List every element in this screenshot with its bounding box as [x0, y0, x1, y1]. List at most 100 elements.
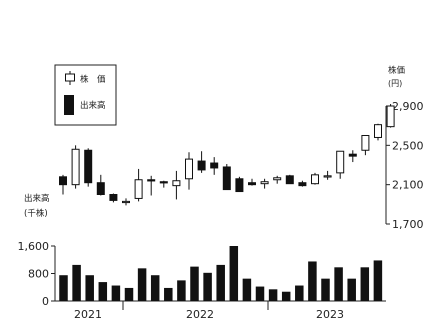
candle-body-down	[235, 178, 244, 193]
volume-bar	[360, 267, 370, 301]
candle	[361, 135, 370, 156]
volume-tick-label: 0	[42, 295, 49, 308]
volume-bar	[373, 260, 383, 301]
price-tick-label: 2,900	[392, 100, 424, 113]
candle	[96, 174, 105, 196]
candle-body-up	[374, 124, 382, 138]
candle-body-down	[109, 194, 118, 201]
candle-body-up	[386, 105, 395, 128]
volume-bar	[334, 267, 343, 301]
volume-bar	[255, 286, 265, 301]
candle	[109, 193, 118, 203]
volume-bar	[59, 275, 68, 301]
legend-volume-label: 出来高	[80, 100, 106, 111]
candle	[386, 104, 395, 128]
volume-bar	[85, 275, 94, 301]
candle-body-down	[248, 182, 256, 186]
volume-bar	[203, 272, 212, 301]
volume-bar	[268, 289, 278, 301]
candle-body-up	[260, 181, 269, 185]
candle-body-down	[96, 182, 105, 195]
candle	[298, 180, 307, 187]
legend-frame	[54, 64, 117, 126]
volume-axis-unit: (千株)	[24, 208, 48, 219]
candle-body-up	[122, 200, 130, 204]
candle-body-down	[298, 182, 307, 187]
candle	[172, 170, 181, 200]
volume-bar	[281, 291, 291, 301]
candle-body-down	[159, 181, 168, 184]
legend-volume-icon	[64, 95, 74, 115]
candle	[235, 176, 244, 193]
volume-bar	[164, 287, 173, 301]
price-axis-title: 株価	[388, 65, 406, 76]
candle-body-up	[336, 150, 345, 174]
volume-bar	[242, 278, 252, 301]
candle	[71, 145, 80, 189]
candle	[260, 178, 269, 189]
candle	[222, 164, 231, 191]
volume-bar	[111, 285, 121, 301]
candle	[273, 175, 282, 184]
candle-body-up	[172, 180, 181, 187]
candle-body-down	[222, 166, 231, 191]
volume-bar	[177, 280, 186, 301]
volume-bar	[295, 285, 304, 301]
volume-tick-label: 1,600	[18, 240, 50, 253]
candle-body-down	[84, 149, 93, 184]
candle	[185, 152, 193, 190]
volume-series	[59, 246, 383, 301]
candle	[323, 170, 332, 180]
candle	[336, 150, 345, 179]
price-tick-label: 1,700	[392, 218, 424, 231]
volume-axis-title: 出来高	[24, 193, 50, 204]
price-axis-unit: (円)	[388, 79, 402, 88]
candlestick-series	[59, 104, 395, 206]
candle	[285, 174, 294, 185]
price-axis: 株価 (円) 2,900 2,500 2,100 1,700	[385, 65, 424, 231]
candle-body-up	[273, 177, 282, 181]
volume-bar	[347, 278, 356, 301]
candle	[84, 148, 93, 187]
candle-body-up	[185, 158, 193, 180]
candle	[197, 151, 206, 173]
legend: 株 価 出来高	[54, 64, 117, 126]
volume-axis: 1,600 800 0	[18, 240, 386, 308]
candle-body-down	[348, 153, 357, 157]
candle-body-down	[147, 179, 156, 182]
candle-body-up	[134, 179, 143, 199]
year-axis: 2021 2022 2023	[74, 301, 344, 321]
candle	[374, 123, 382, 141]
candle-body-down	[210, 162, 219, 169]
candle-body-down	[59, 176, 67, 186]
candle	[311, 172, 319, 185]
year-label: 2022	[186, 308, 214, 321]
legend-price-label: 株 価	[80, 74, 106, 85]
candle-body-up	[71, 148, 80, 186]
candle-body-down	[197, 160, 206, 171]
volume-bar	[150, 275, 160, 301]
candle	[122, 198, 130, 206]
candle	[348, 150, 357, 163]
volume-bar	[190, 266, 199, 301]
candle	[248, 178, 256, 186]
volume-bar	[137, 268, 147, 301]
price-tick-label: 2,100	[392, 179, 424, 192]
year-label: 2021	[74, 308, 102, 321]
volume-bar	[308, 261, 317, 301]
volume-bar	[72, 264, 81, 301]
legend-price-icon	[65, 71, 75, 85]
year-label: 2023	[316, 308, 344, 321]
candle	[159, 180, 168, 188]
candle-body-up	[311, 174, 319, 185]
candle	[147, 175, 156, 196]
candle-body-down	[285, 175, 294, 185]
candle-body-up	[361, 135, 370, 151]
candle-body-up	[323, 175, 332, 178]
volume-bar	[229, 246, 239, 301]
volume-bar	[98, 282, 108, 301]
volume-bar	[216, 264, 225, 301]
candle	[59, 174, 67, 195]
volume-bar	[124, 287, 134, 301]
